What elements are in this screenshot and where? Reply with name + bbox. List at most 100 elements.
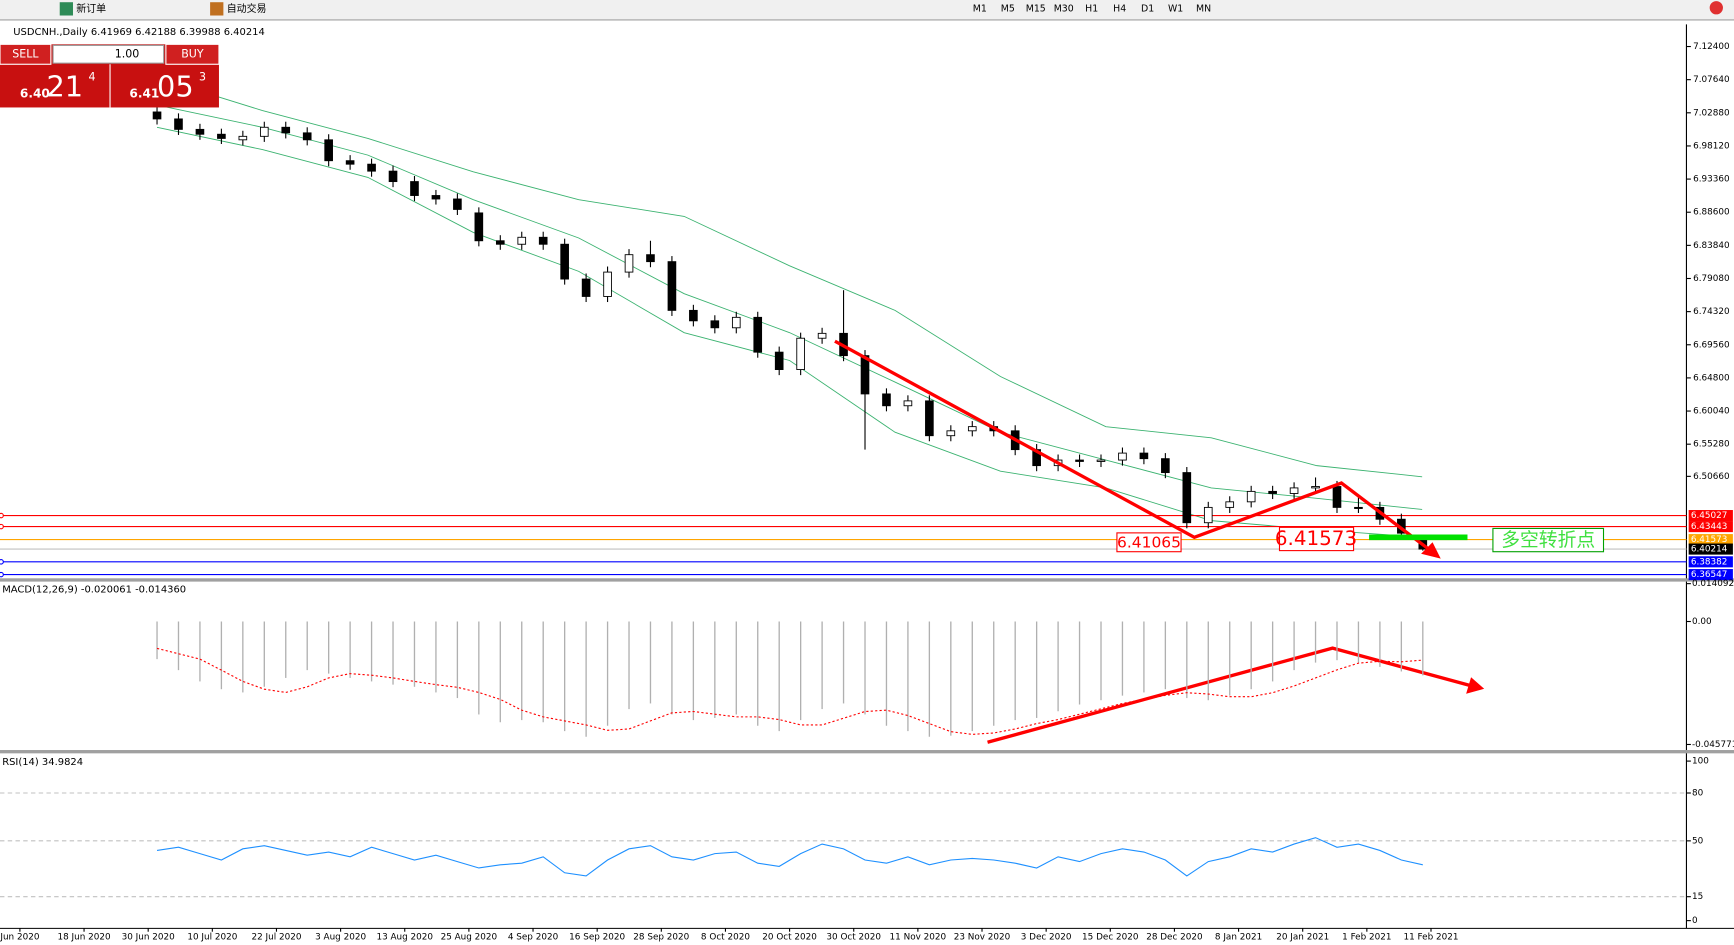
trend-line	[834, 339, 1434, 554]
auto-trading-icon[interactable]	[210, 2, 224, 16]
candle-body	[967, 426, 977, 432]
candle-body	[1289, 487, 1299, 494]
candle-body	[796, 337, 805, 370]
price-label: 6.38382	[1691, 557, 1728, 567]
candle-body	[195, 128, 205, 135]
price-label-bg	[1688, 534, 1733, 546]
macd-signal	[156, 647, 1423, 735]
y-tick-label: 6.55280	[1693, 440, 1730, 450]
price-label-bg	[1688, 543, 1733, 555]
volume[interactable]: 1.00	[115, 47, 140, 60]
price-label-bg	[1688, 521, 1733, 533]
price-label-bg	[1688, 569, 1733, 581]
candle-body	[860, 355, 870, 395]
candle-body	[495, 240, 505, 245]
candle-body	[646, 254, 655, 263]
x-tick-label: 20 Oct 2020	[762, 933, 817, 943]
x-tick-label: 11 Nov 2020	[890, 933, 947, 943]
timeframes: M1 M5 M15 M30 H1 H4 D1 W1 MN	[973, 3, 1211, 14]
x-tick-label: 1 Feb 2021	[1342, 933, 1391, 943]
price-label: 6.41573	[1691, 535, 1728, 545]
timeframe-button[interactable]: W1	[1168, 3, 1183, 14]
new-order-icon[interactable]	[59, 2, 73, 16]
bid-big[interactable]: 6.40	[20, 87, 50, 101]
candle-body	[174, 118, 183, 130]
candle-body	[1225, 501, 1235, 508]
candle-body	[431, 195, 441, 200]
candle-body	[259, 126, 269, 137]
candle-body	[1246, 490, 1256, 503]
x-tick-label: 30 Oct 2020	[826, 933, 881, 943]
timeframe-button[interactable]: MN	[1196, 3, 1211, 14]
buy-label[interactable]: BUY	[181, 47, 204, 60]
price-label: 6.36547	[1691, 570, 1728, 580]
volume-field[interactable]	[52, 44, 165, 64]
x-tick-label: 28 Sep 2020	[633, 933, 689, 943]
y-tick-label: 6.64800	[1693, 373, 1730, 383]
annotation: 6.41573	[1275, 527, 1357, 550]
timeframe-button[interactable]: D1	[1141, 3, 1154, 14]
candle-body	[367, 163, 376, 172]
ask-frac[interactable]: 3	[199, 71, 206, 84]
ask-pips[interactable]: 05	[157, 70, 194, 104]
bollinger-middle	[156, 104, 1423, 510]
bollinger-upper	[156, 77, 1423, 478]
rsi-line	[156, 837, 1423, 877]
timeframe-button[interactable]: M15	[1026, 3, 1046, 14]
candle-body	[1118, 452, 1127, 461]
candle-body	[238, 135, 248, 141]
arrow-head	[1421, 542, 1441, 559]
x-tick-label: 3 Dec 2020	[1021, 933, 1072, 943]
buy-button[interactable]	[165, 43, 220, 65]
candle-body	[217, 133, 226, 139]
timeframe-button[interactable]: M5	[1001, 3, 1015, 14]
candle-body	[753, 316, 763, 353]
y-tick-label: 6.74320	[1693, 307, 1730, 317]
bid-pips[interactable]: 21	[46, 70, 83, 104]
x-tick-label: 16 Sep 2020	[569, 933, 625, 943]
candle-body	[925, 400, 934, 437]
line-handle	[0, 523, 4, 530]
x-tick-label: 22 Jul 2020	[251, 933, 301, 943]
timeframe-button[interactable]: H1	[1085, 3, 1098, 14]
x-tick-label: 18 Jun 2020	[57, 933, 111, 943]
bid-frac[interactable]: 4	[88, 71, 95, 84]
candle-body	[1075, 459, 1084, 462]
x-tick-label: 15 Dec 2020	[1082, 933, 1139, 943]
y-tick-label: 6.83840	[1693, 241, 1730, 251]
candle-body	[324, 139, 333, 162]
toolbar	[0, 0, 1734, 20]
timeframe-button[interactable]: H4	[1113, 3, 1126, 14]
candle-body	[1332, 486, 1342, 508]
new-order-button[interactable]: 新订单	[76, 2, 106, 15]
candle-body	[774, 351, 784, 370]
y-tick-label: 7.12400	[1693, 42, 1730, 52]
candle-body	[603, 271, 612, 297]
auto-trading-button[interactable]: 自动交易	[227, 2, 267, 15]
trend-lines	[834, 339, 1485, 744]
sell-label[interactable]: SELL	[12, 47, 39, 60]
candle-body	[345, 160, 355, 165]
notification[interactable]	[1709, 1, 1723, 15]
candle-body	[667, 261, 677, 311]
timeframe-button[interactable]: M30	[1054, 3, 1074, 14]
sell-button[interactable]	[0, 43, 52, 65]
price-label: 6.45027	[1691, 511, 1728, 521]
line-handle	[0, 512, 4, 519]
candle-body	[817, 332, 827, 339]
candle-body	[1203, 506, 1213, 524]
x-tick-label: 4 Sep 2020	[508, 933, 559, 943]
x-tick-label: 8 Oct 2020	[701, 933, 750, 943]
timeframe-button[interactable]: M1	[973, 3, 987, 14]
ask-big[interactable]: 6.41	[129, 87, 159, 101]
candle-body	[453, 198, 462, 210]
candle-body	[731, 316, 741, 329]
x-tick-label: 11 Feb 2021	[1403, 933, 1458, 943]
y-tick-label: 6.69560	[1693, 340, 1730, 350]
y-tick-label: -0.045771	[1692, 740, 1734, 750]
candle-body	[1139, 452, 1149, 460]
candle-body	[624, 254, 634, 273]
annotation-box	[1116, 532, 1182, 553]
annotation-box	[1278, 526, 1355, 552]
y-tick-label: 6.79080	[1693, 274, 1730, 284]
